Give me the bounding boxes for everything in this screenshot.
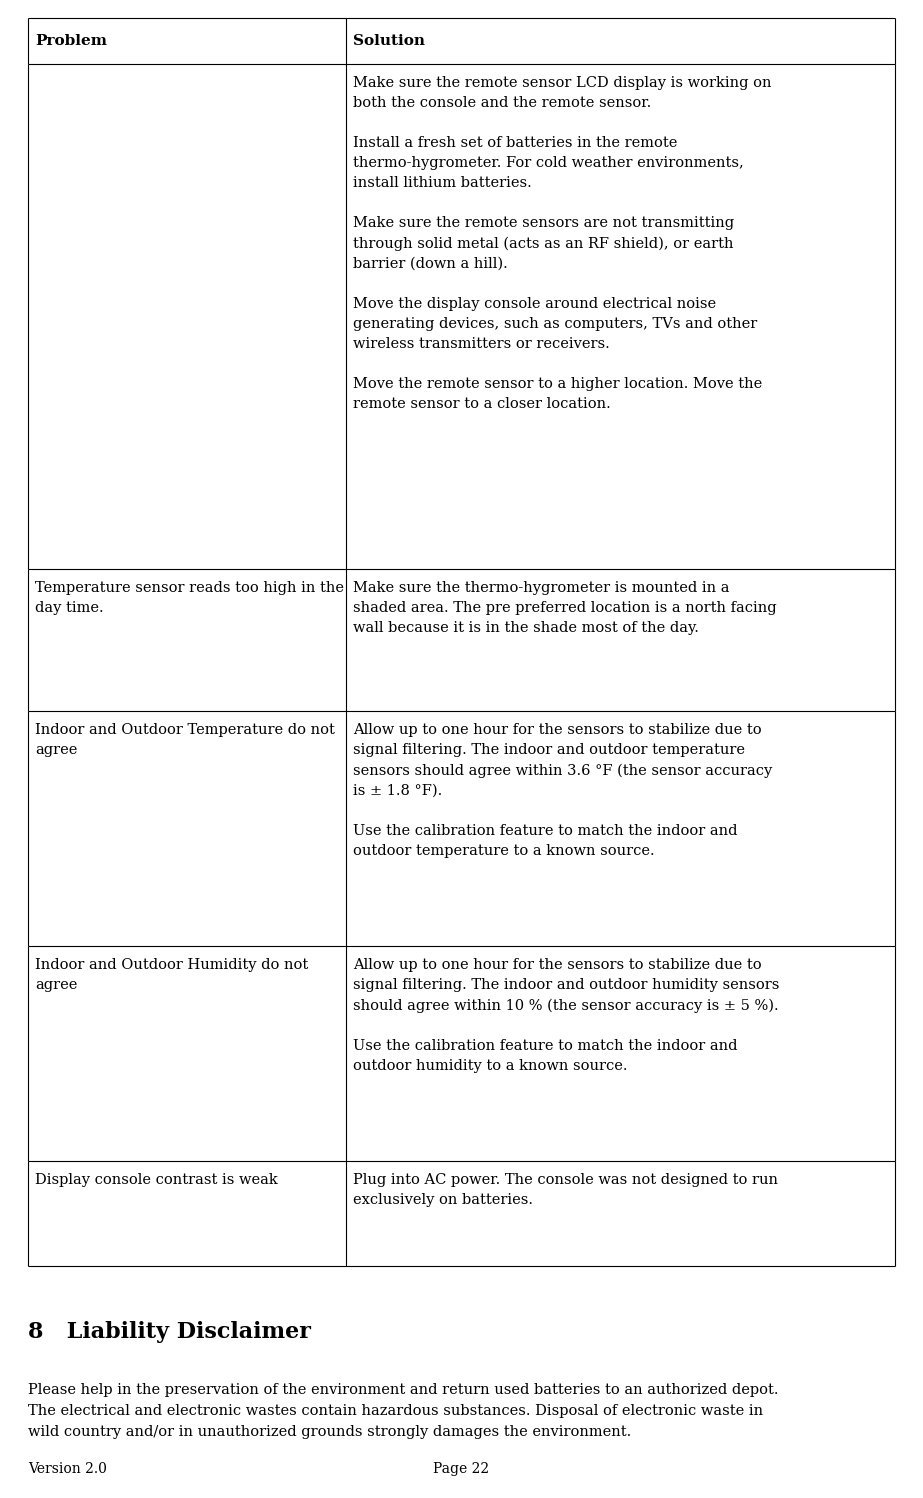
Text: Solution: Solution [353, 34, 425, 48]
Text: Allow up to one hour for the sensors to stabilize due to
signal filtering. The i: Allow up to one hour for the sensors to … [353, 724, 773, 858]
Text: Display console contrast is weak: Display console contrast is weak [35, 1173, 278, 1186]
Text: Make sure the remote sensor LCD display is working on
both the console and the r: Make sure the remote sensor LCD display … [353, 76, 772, 412]
Text: Please help in the preservation of the environment and return used batteries to : Please help in the preservation of the e… [28, 1383, 778, 1440]
Text: Problem: Problem [35, 34, 107, 48]
Text: Indoor and Outdoor Temperature do not
agree: Indoor and Outdoor Temperature do not ag… [35, 724, 335, 756]
Text: Make sure the thermo-hygrometer is mounted in a
shaded area. The pre preferred l: Make sure the thermo-hygrometer is mount… [353, 581, 776, 635]
Text: 8   Liability Disclaimer: 8 Liability Disclaimer [28, 1321, 311, 1344]
Text: Plug into AC power. The console was not designed to run
exclusively on batteries: Plug into AC power. The console was not … [353, 1173, 778, 1207]
Text: Temperature sensor reads too high in the
day time.: Temperature sensor reads too high in the… [35, 581, 344, 616]
Text: Page 22: Page 22 [434, 1462, 489, 1476]
Text: Allow up to one hour for the sensors to stabilize due to
signal filtering. The i: Allow up to one hour for the sensors to … [353, 959, 779, 1073]
Text: Indoor and Outdoor Humidity do not
agree: Indoor and Outdoor Humidity do not agree [35, 959, 308, 992]
Text: Version 2.0: Version 2.0 [28, 1462, 107, 1476]
